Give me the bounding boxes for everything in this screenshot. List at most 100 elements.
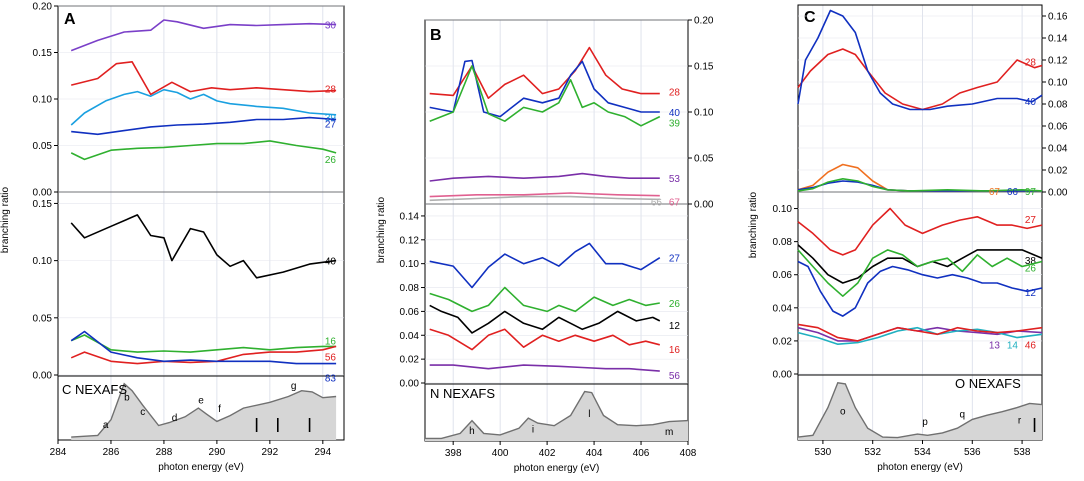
subplot-B-1: 0.00 0.02 0.04 0.06 0.08 0.10 0.12 0.14 27 26 12 16…: [400, 211, 688, 390]
series-line-67: [797, 163, 1042, 192]
series-label: 66: [651, 197, 663, 208]
x-tick-label: 404: [586, 448, 603, 459]
series-line-26: [797, 249, 1043, 298]
x-tick-label: 532: [864, 447, 881, 458]
y-axis-label: branching ratio: [376, 196, 387, 263]
nexafs-label: N NEXAFS: [430, 386, 495, 401]
y-tick-label: 0.10: [694, 108, 714, 119]
peak-label: a: [103, 420, 109, 431]
y-tick-label: 0.02: [400, 355, 420, 366]
series-line-27: [71, 116, 337, 136]
peak-label: d: [172, 413, 178, 424]
series-label: 16: [669, 345, 681, 356]
series-label: 40: [325, 257, 337, 268]
y-tick-label: 0.06: [1048, 122, 1068, 133]
y-tick-label: 0.04: [773, 303, 793, 314]
series-label: 28: [325, 85, 337, 96]
x-tick-label: 538: [1014, 447, 1031, 458]
y-tick-label: 0.00: [773, 370, 793, 381]
series-line-39: [429, 65, 661, 127]
series-label: 26: [1025, 263, 1037, 274]
series-label: 30: [325, 21, 337, 32]
series-label: 27: [325, 119, 337, 130]
peak-label: p: [922, 417, 928, 428]
series-line-27: [797, 207, 1043, 256]
y-tick-label: 0.15: [33, 48, 53, 59]
y-tick-label: 0.12: [1048, 56, 1068, 67]
x-tick-label: 292: [262, 447, 279, 458]
nexafs-line: [425, 390, 689, 440]
nexafs-area: [798, 382, 1042, 440]
series-line-38: [797, 244, 1043, 284]
series-label: 39: [669, 119, 681, 130]
peak-label: g: [291, 381, 297, 392]
series-label: 12: [669, 321, 681, 332]
y-tick-label: 0.10: [773, 204, 793, 215]
x-tick-label: 398: [445, 448, 462, 459]
series-line-28: [71, 60, 337, 96]
nexafs-label: C NEXAFS: [62, 382, 127, 397]
y-tick-label: 0.05: [33, 141, 53, 152]
nexafs-area: [71, 383, 337, 440]
y-tick-label: 0.00: [694, 200, 714, 211]
series-label: 28: [669, 88, 681, 99]
y-tick-label: 0.20: [33, 2, 53, 13]
panel-B: 398 400 402 404 406 408 photon energy (eV) bran…: [376, 16, 714, 475]
y-tick-label: 0.00: [400, 379, 420, 390]
series-label: 27: [1025, 215, 1037, 226]
series-line-26: [429, 286, 660, 313]
subplot-A-1: 0.00 0.05 0.10 0.15 40 16 56 83: [33, 199, 344, 385]
x-tick-label: 286: [103, 447, 120, 458]
y-tick-label: 0.04: [400, 331, 420, 342]
y-tick-label: 0.08: [400, 283, 420, 294]
subplot-C-0: 0.00 0.02 0.04 0.06 0.08 0.10 0.12 0.14 0.16 28 40…: [797, 9, 1068, 199]
series-label: 83: [325, 374, 337, 385]
series-label: 27: [669, 254, 681, 265]
series-label: 26: [669, 299, 681, 310]
series-line-46: [797, 323, 1043, 342]
series-line-12: [429, 304, 661, 334]
series-label: 66: [1007, 187, 1019, 198]
y-tick-label: 0.10: [33, 256, 53, 267]
y-tick-label: 0.02: [773, 336, 793, 347]
x-tick-label: 294: [314, 447, 331, 458]
panel-A: 284 286 288 290 292 294 photon energy (eV) bran…: [0, 2, 345, 473]
y-tick-label: 0.05: [33, 313, 53, 324]
series-line-67: [429, 192, 660, 198]
y-tick-label: 0.04: [1048, 144, 1068, 155]
peak-label: q: [960, 409, 966, 420]
peak-label: f: [218, 404, 221, 415]
peak-label: b: [124, 393, 130, 404]
series-label: 28: [1025, 58, 1037, 69]
nexafs-B: N NEXAFS h i l m: [425, 386, 689, 441]
series-line-16: [429, 328, 660, 351]
y-tick-label: 0.10: [1048, 78, 1068, 89]
nexafs-label: O NEXAFS: [955, 376, 1021, 391]
y-tick-label: 0.12: [400, 235, 420, 246]
panel-C: 530 532 534 536 538 photon energy (eV) branchi…: [748, 4, 1068, 473]
x-tick-label: 284: [50, 447, 67, 458]
x-tick-label: 408: [680, 448, 697, 459]
x-tick-label: 290: [209, 447, 226, 458]
nexafs-C: O NEXAFS o p q r: [797, 376, 1043, 440]
series-line-83: [70, 330, 337, 365]
x-tick-label: 400: [492, 448, 509, 459]
y-tick-label: 0.00: [1048, 188, 1068, 199]
series-label: 53: [669, 174, 681, 185]
y-tick-label: 0.00: [33, 371, 53, 382]
peak-label: m: [665, 427, 673, 438]
x-tick-label: 406: [633, 448, 650, 459]
series-line-40: [70, 214, 337, 279]
series-label: 56: [669, 371, 681, 382]
x-axis-label: photon energy (eV): [514, 463, 600, 474]
nexafs-area: [425, 391, 688, 441]
peak-label: o: [840, 407, 846, 418]
series-line-16: [70, 334, 337, 353]
panel-label: C: [804, 9, 816, 26]
series-line-66: [429, 195, 660, 202]
series-line-53: [429, 172, 660, 182]
series-line-56: [70, 345, 337, 365]
y-axis-label: branching ratio: [0, 186, 11, 253]
